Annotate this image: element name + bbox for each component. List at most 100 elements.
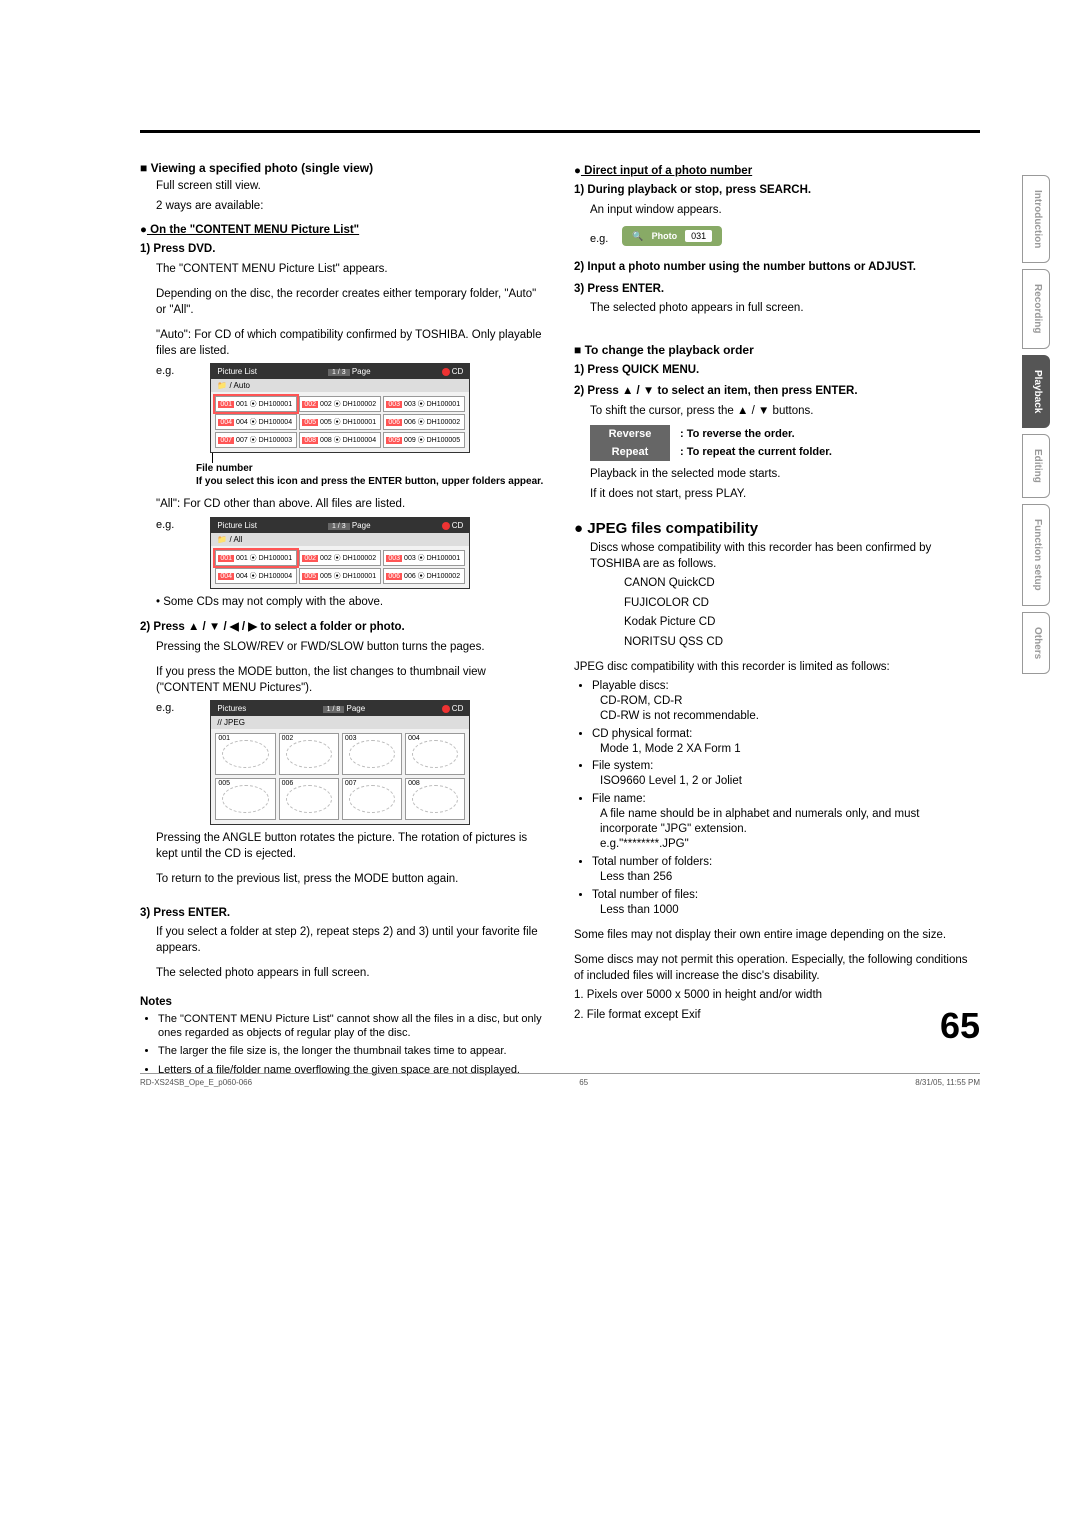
spec-item: Total number of folders: bbox=[592, 855, 980, 870]
cd-label: CD bbox=[452, 367, 464, 376]
footer-center: 65 bbox=[579, 1078, 588, 1087]
list-item[interactable]: 003003 ⦿ DH100001 bbox=[383, 550, 465, 566]
text: Pressing the ANGLE button rotates the pi… bbox=[140, 831, 546, 862]
text: To return to the previous list, press th… bbox=[140, 872, 546, 888]
text: "Auto": For CD of which compatibility co… bbox=[140, 328, 546, 359]
footer: RD-XS24SB_Ope_E_p060-066 65 8/31/05, 11:… bbox=[140, 1073, 980, 1087]
text: Discs whose compatibility with this reco… bbox=[574, 541, 980, 572]
search-icon: 🔍 bbox=[632, 231, 643, 242]
tab-recording[interactable]: Recording bbox=[1022, 269, 1050, 348]
tab-function-setup[interactable]: Function setup bbox=[1022, 504, 1050, 606]
spec-item: Total number of files: bbox=[592, 888, 980, 903]
shot-page: 1 / 3 bbox=[328, 369, 350, 376]
text: Depending on the disc, the recorder crea… bbox=[140, 287, 546, 318]
text: To shift the cursor, press the ▲ / ▼ but… bbox=[574, 404, 980, 420]
thumb[interactable]: 004 bbox=[405, 733, 465, 775]
search-input-window: 🔍 Photo 031 bbox=[622, 226, 722, 246]
shot-title: Pictures bbox=[217, 704, 246, 713]
caption-upper-folders: If you select this icon and press the EN… bbox=[196, 476, 546, 487]
text: 2 ways are available: bbox=[140, 199, 546, 215]
step-5r: 2) Press ▲ / ▼ to select an item, then p… bbox=[574, 384, 980, 400]
tab-playback[interactable]: Playback bbox=[1022, 355, 1050, 428]
list-item[interactable]: 004004 ⦿ DH100004 bbox=[215, 414, 297, 430]
text: The selected photo appears in full scree… bbox=[140, 966, 546, 982]
screenshot-pictures-thumbs: Pictures 1 / 8 Page CD // JPEG 001 002 0… bbox=[210, 700, 470, 825]
list-item[interactable]: 005005 ⦿ DH100001 bbox=[299, 568, 381, 584]
eg-label: e.g. bbox=[156, 519, 174, 531]
spec-sub: Less than 1000 bbox=[574, 903, 980, 918]
text: If it does not start, press PLAY. bbox=[574, 487, 980, 503]
heading-jpeg-compat: JPEG files compatibility bbox=[574, 520, 980, 537]
thumb[interactable]: 002 bbox=[279, 733, 339, 775]
text: Some discs may not permit this operation… bbox=[574, 953, 980, 984]
list-item[interactable]: 004004 ⦿ DH100004 bbox=[215, 568, 297, 584]
repeat-desc: : To repeat the current folder. bbox=[670, 443, 842, 461]
cd-icon bbox=[442, 522, 450, 530]
thumb[interactable]: 005 bbox=[215, 778, 275, 820]
list-item[interactable]: 009009 ⦿ DH100005 bbox=[383, 432, 465, 448]
tab-introduction[interactable]: Introduction bbox=[1022, 175, 1050, 263]
footer-left: RD-XS24SB_Ope_E_p060-066 bbox=[140, 1078, 252, 1087]
list-item[interactable]: 008008 ⦿ DH100004 bbox=[299, 432, 381, 448]
spec-sub: Less than 256 bbox=[574, 870, 980, 885]
page: Introduction Recording Playback Editing … bbox=[0, 0, 1080, 1117]
list-item[interactable]: 006006 ⦿ DH100002 bbox=[383, 568, 465, 584]
thumb[interactable]: 008 bbox=[405, 778, 465, 820]
spec-sub: CD-RW is not recommendable. bbox=[574, 709, 980, 724]
note-item: The "CONTENT MENU Picture List" cannot s… bbox=[158, 1012, 546, 1041]
spec-sub: e.g."********.JPG" bbox=[574, 837, 980, 852]
list-item[interactable]: 006006 ⦿ DH100002 bbox=[383, 414, 465, 430]
tab-editing[interactable]: Editing bbox=[1022, 434, 1050, 498]
thumb[interactable]: 003 bbox=[342, 733, 402, 775]
spec-list: Playable discs: bbox=[574, 679, 980, 694]
list-item[interactable]: 007007 ⦿ DH100003 bbox=[215, 432, 297, 448]
list-item[interactable]: 003003 ⦿ DH100001 bbox=[383, 396, 465, 412]
list-item[interactable]: 002002 ⦿ DH100002 bbox=[299, 396, 381, 412]
step-3: 3) Press ENTER. bbox=[140, 906, 546, 922]
shot-sub: 📁 / Auto bbox=[211, 379, 469, 392]
spec-item: CD physical format: bbox=[592, 727, 980, 742]
order-table: Reverse : To reverse the order. Repeat :… bbox=[590, 425, 980, 461]
footer-right: 8/31/05, 11:55 PM bbox=[915, 1078, 980, 1087]
heading-single-view: Viewing a specified photo (single view) bbox=[140, 161, 546, 175]
notes-list: The "CONTENT MENU Picture List" cannot s… bbox=[140, 1012, 546, 1077]
screenshot-picture-list-auto: Picture List 1 / 3 Page CD 📁 / Auto 0010… bbox=[210, 363, 470, 453]
list-item[interactable]: 001001 ⦿ DH100001 bbox=[215, 550, 297, 566]
step-2: 2) Press ▲ / ▼ / ◀ / ▶ to select a folde… bbox=[140, 620, 546, 636]
shot-page: 1 / 8 bbox=[323, 706, 345, 713]
text: If you press the MODE button, the list c… bbox=[140, 665, 546, 696]
eg-label: e.g. bbox=[590, 233, 608, 245]
shot-sub: 📁 / All bbox=[211, 533, 469, 546]
cd-icon bbox=[442, 368, 450, 376]
spec-item: Playable discs: bbox=[592, 679, 980, 694]
reverse-desc: : To reverse the order. bbox=[670, 425, 805, 443]
spec-sub: A file name should be in alphabet and nu… bbox=[574, 807, 980, 837]
thumb[interactable]: 007 bbox=[342, 778, 402, 820]
text: Playback in the selected mode starts. bbox=[574, 467, 980, 483]
caption-file-number: File number bbox=[196, 463, 546, 474]
shot-title: Picture List bbox=[217, 367, 257, 376]
screenshot-picture-list-all: Picture List 1 / 3 Page CD 📁 / All 00100… bbox=[210, 517, 470, 589]
step-3r: 3) Press ENTER. bbox=[574, 282, 980, 298]
text: CANON QuickCD bbox=[574, 576, 980, 592]
text: FUJICOLOR CD bbox=[574, 596, 980, 612]
repeat-label: Repeat bbox=[590, 443, 670, 461]
text: Full screen still view. bbox=[140, 179, 546, 195]
tab-others[interactable]: Others bbox=[1022, 612, 1050, 674]
eg-label: e.g. bbox=[156, 702, 174, 714]
side-tabs: Introduction Recording Playback Editing … bbox=[1022, 175, 1050, 674]
text: 1. Pixels over 5000 x 5000 in height and… bbox=[574, 988, 980, 1004]
pointer-line bbox=[212, 453, 546, 463]
spec-sub: ISO9660 Level 1, 2 or Joliet bbox=[574, 774, 980, 789]
page-number: 65 bbox=[940, 1005, 980, 1047]
text: An input window appears. bbox=[574, 203, 980, 219]
thumb[interactable]: 001 bbox=[215, 733, 275, 775]
thumb[interactable]: 006 bbox=[279, 778, 339, 820]
search-value: 031 bbox=[685, 230, 712, 242]
list-item[interactable]: 005005 ⦿ DH100001 bbox=[299, 414, 381, 430]
note-item: The larger the file size is, the longer … bbox=[158, 1044, 546, 1058]
list-item[interactable]: 001001 ⦿ DH100001 bbox=[215, 396, 297, 412]
right-column: Direct input of a photo number 1) During… bbox=[574, 155, 980, 1077]
list-item[interactable]: 002002 ⦿ DH100002 bbox=[299, 550, 381, 566]
step-4r: 1) Press QUICK MENU. bbox=[574, 363, 980, 379]
